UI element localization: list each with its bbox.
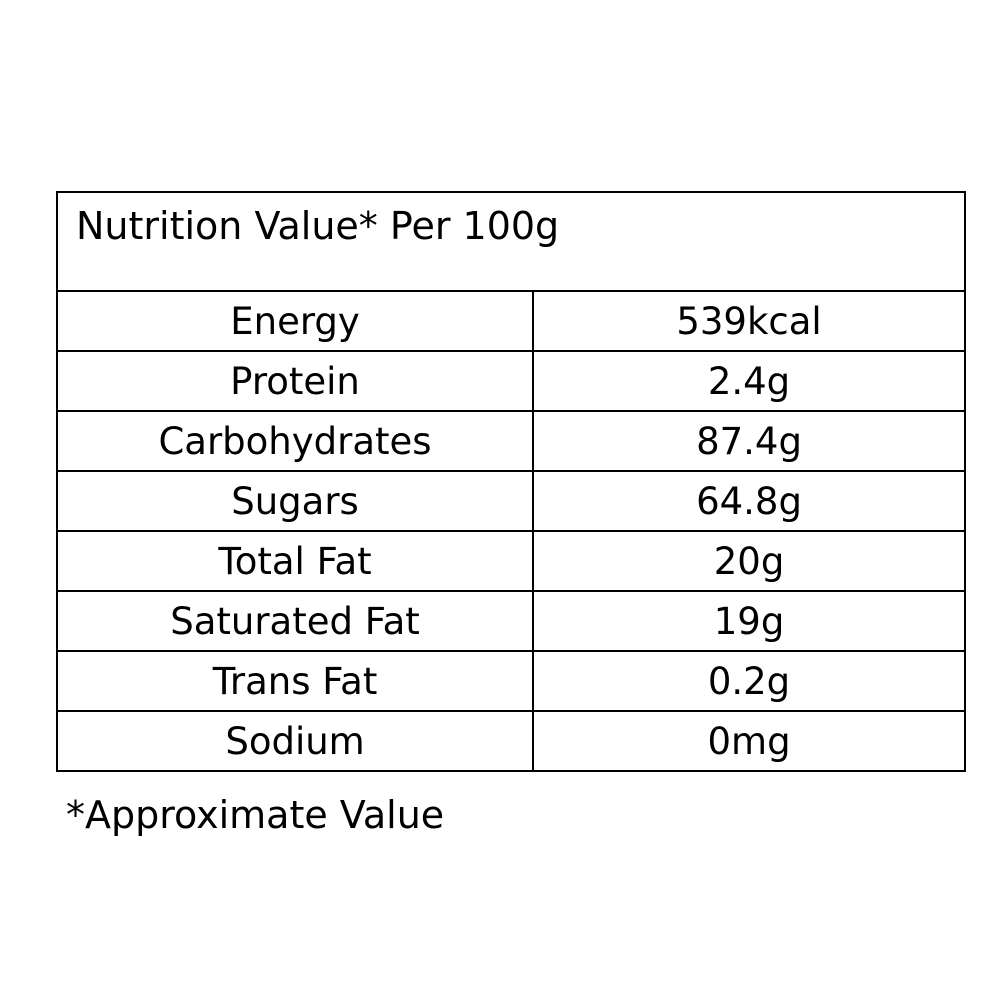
nutrient-amount: 87.4g <box>532 410 966 472</box>
nutrient-name: Energy <box>55 290 535 352</box>
table-row: Carbohydrates 87.4g <box>55 410 966 472</box>
nutrient-amount: 0mg <box>532 710 966 772</box>
nutrient-name: Trans Fat <box>55 650 535 712</box>
table-row: Protein 2.4g <box>55 350 966 412</box>
nutrient-amount: 64.8g <box>532 470 966 532</box>
nutrient-name: Protein <box>55 350 535 412</box>
nutrient-name: Total Fat <box>55 530 535 592</box>
nutrient-name: Carbohydrates <box>55 410 535 472</box>
nutrient-name: Sugars <box>55 470 535 532</box>
nutrient-amount: 2.4g <box>532 350 966 412</box>
table-row: Total Fat 20g <box>55 530 966 592</box>
nutrition-table-body: Nutrition Value* Per 100g Energy 539kcal… <box>55 191 966 772</box>
table-row: Sugars 64.8g <box>55 470 966 532</box>
table-row: Saturated Fat 19g <box>55 590 966 652</box>
table-row: Sodium 0mg <box>55 710 966 772</box>
footnote: *Approximate Value <box>66 793 445 837</box>
table-title: Nutrition Value* Per 100g <box>56 191 966 292</box>
nutrient-amount: 19g <box>532 590 966 652</box>
nutrient-amount: 20g <box>532 530 966 592</box>
nutrient-amount: 0.2g <box>532 650 966 712</box>
nutrient-amount: 539kcal <box>532 290 966 352</box>
table-row: Trans Fat 0.2g <box>55 650 966 712</box>
table-title-row: Nutrition Value* Per 100g <box>56 191 966 292</box>
nutrient-name: Sodium <box>55 710 535 772</box>
table-row: Energy 539kcal <box>55 290 966 352</box>
nutrient-name: Saturated Fat <box>55 590 535 652</box>
nutrition-table: Nutrition Value* Per 100g Energy 539kcal… <box>55 191 966 772</box>
